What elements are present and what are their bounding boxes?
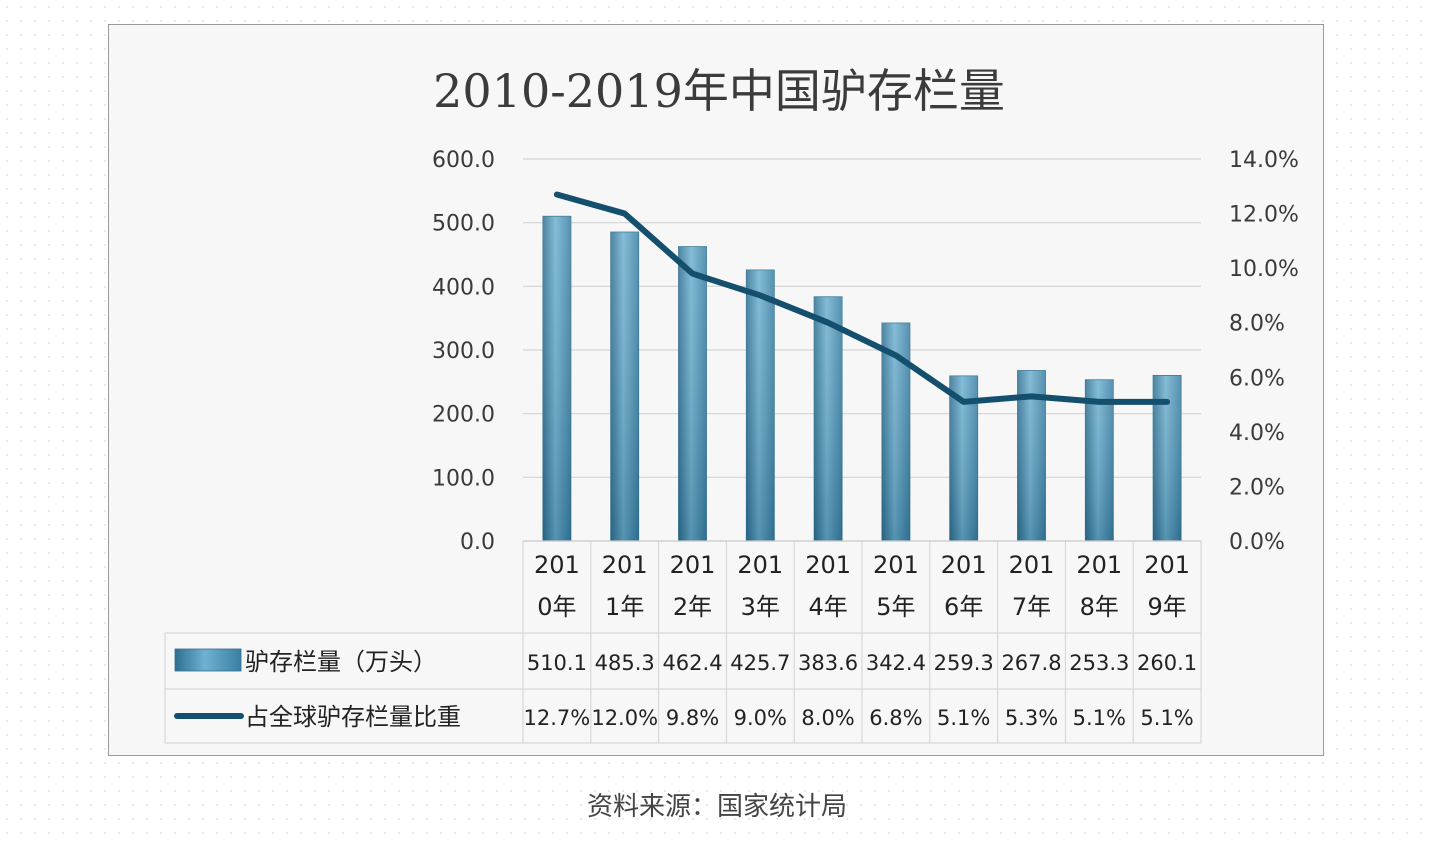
table-cell-share: 5.1% [937, 706, 990, 730]
bar-shade [678, 246, 707, 541]
right-tick-label: 0.0% [1229, 530, 1285, 555]
left-tick-label: 200.0 [432, 403, 495, 428]
share-line [553, 191, 1171, 405]
data-table: 201 0年 201 1年 201 2年 201 3年 201 4年 201 5年 201 6年 201 7年… [164, 541, 1202, 744]
category-label-line2: 6年 [944, 593, 983, 621]
table-cell-stock: 383.6 [798, 651, 858, 675]
category-label-line2: 2年 [673, 593, 712, 621]
right-y-axis: 0.0% 2.0% 4.0% 6.0% 8.0% 10.0% 12.0% 14.0% [1229, 148, 1299, 555]
category-label-line1: 201 [941, 551, 987, 579]
table-cell-stock: 462.4 [662, 651, 722, 675]
table-cell-share: 8.0% [801, 706, 854, 730]
bar-shade [1085, 379, 1114, 541]
table-cell-stock: 510.1 [527, 651, 587, 675]
bar-series [523, 215, 1201, 542]
table-cell-stock: 342.4 [866, 651, 926, 675]
left-y-axis: 0.0 100.0 200.0 300.0 400.0 500.0 600.0 [432, 148, 495, 555]
line-series [553, 191, 1171, 405]
table-cell-share: 5.1% [1073, 706, 1126, 730]
table-cell-stock: 253.3 [1069, 651, 1129, 675]
bar-shade [814, 296, 843, 541]
left-tick-label: 300.0 [432, 339, 495, 364]
category-label-line2: 7年 [1012, 593, 1051, 621]
combo-chart: 2010-2019年中国驴存栏量 0.0 100.0 200.0 300.0 400.0… [164, 64, 1299, 744]
table-cell-stock: 485.3 [595, 651, 655, 675]
category-label-line1: 201 [534, 551, 580, 579]
right-tick-label: 6.0% [1229, 366, 1285, 391]
table-cell-share: 5.3% [1005, 706, 1058, 730]
right-tick-label: 4.0% [1229, 421, 1285, 446]
category-label-line1: 201 [873, 551, 919, 579]
left-tick-label: 0.0 [460, 530, 495, 555]
category-label-line1: 201 [602, 551, 648, 579]
legend-line-label: 占全球驴存栏量比重 [245, 703, 461, 731]
right-tick-label: 12.0% [1229, 203, 1299, 228]
category-label-line2: 1年 [605, 593, 644, 621]
category-label-line2: 5年 [876, 593, 915, 621]
category-label-line2: 8年 [1080, 593, 1119, 621]
table-cell-stock: 260.1 [1137, 651, 1197, 675]
table-cell-share: 5.1% [1140, 706, 1193, 730]
left-tick-label: 600.0 [432, 148, 495, 173]
table-cell-share: 6.8% [869, 706, 922, 730]
category-label-line2: 3年 [741, 593, 780, 621]
source-caption: 资料来源：国家统计局 [586, 792, 847, 822]
table-cell-share: 12.0% [591, 706, 658, 730]
category-label-line2: 9年 [1147, 593, 1186, 621]
chart-frame: 2010-2019年中国驴存栏量 0.0 100.0 200.0 300.0 400.0… [108, 24, 1324, 756]
bar-shade [610, 232, 639, 541]
bar-shade [746, 269, 775, 541]
table-cell-share: 9.0% [734, 706, 787, 730]
table-cell-stock: 267.8 [1001, 651, 1061, 675]
table-cell-share: 9.8% [666, 706, 719, 730]
category-label-line2: 4年 [808, 593, 847, 621]
legend-bar-label: 驴存栏量（万头） [245, 648, 437, 676]
legend-bar-swatch [174, 648, 242, 672]
right-tick-label: 10.0% [1229, 257, 1299, 282]
category-label-line1: 201 [805, 551, 851, 579]
chart-title: 2010-2019年中国驴存栏量 [433, 64, 1005, 118]
table-cell-stock: 259.3 [934, 651, 994, 675]
category-label-line1: 201 [1009, 551, 1055, 579]
category-label-line1: 201 [1076, 551, 1122, 579]
table-cell-share: 12.7% [524, 706, 591, 730]
bar-shade [542, 216, 571, 541]
category-label-line1: 201 [670, 551, 716, 579]
left-tick-label: 100.0 [432, 466, 495, 491]
right-tick-label: 8.0% [1229, 312, 1285, 337]
right-tick-label: 2.0% [1229, 475, 1285, 500]
left-tick-label: 400.0 [432, 275, 495, 300]
table-cell-stock: 425.7 [730, 651, 790, 675]
category-label-line1: 201 [737, 551, 783, 579]
left-tick-label: 500.0 [432, 212, 495, 237]
right-tick-label: 14.0% [1229, 148, 1299, 173]
category-label-line2: 0年 [537, 593, 576, 621]
category-label-line1: 201 [1144, 551, 1190, 579]
